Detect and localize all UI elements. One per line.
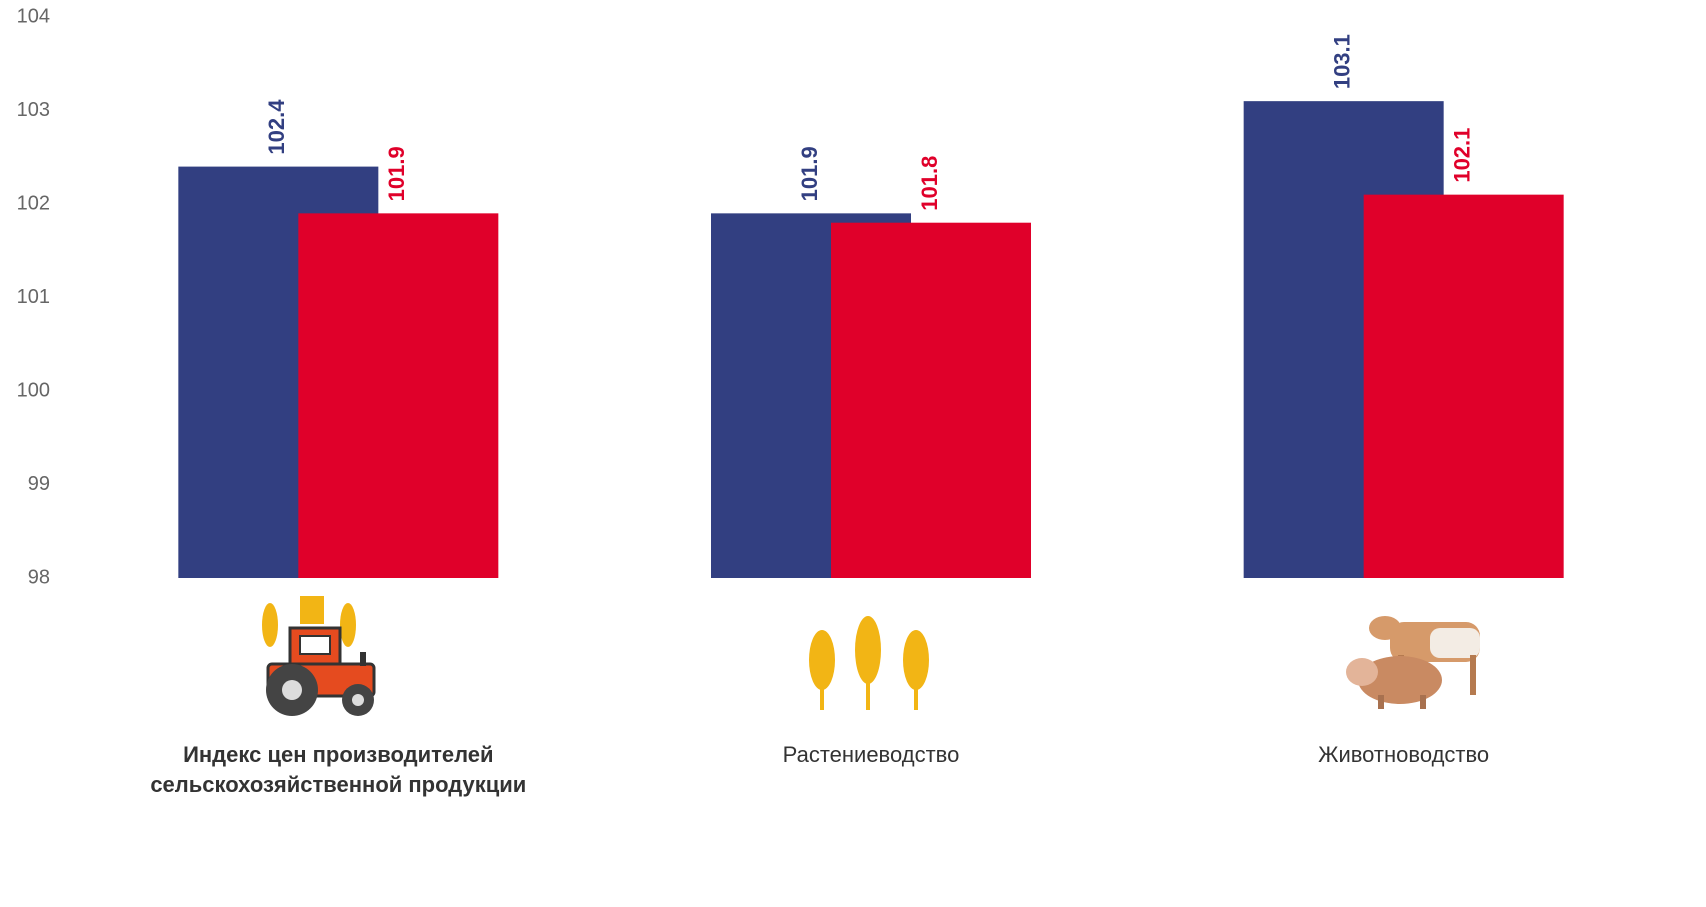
y-tick-label: 104 bbox=[17, 5, 50, 27]
y-tick-label: 100 bbox=[17, 379, 50, 401]
x-tick-label: Индекс цен производителей сельскохозяйст… bbox=[138, 740, 538, 800]
x-tick-label: Растениеводство bbox=[671, 740, 1071, 770]
value-label: 101.8 bbox=[917, 156, 942, 211]
value-label: 101.9 bbox=[384, 146, 409, 201]
value-label: 102.1 bbox=[1449, 128, 1474, 183]
y-tick-label: 101 bbox=[17, 286, 50, 308]
y-tick-label: 103 bbox=[17, 99, 50, 121]
x-tick-label: Животноводство bbox=[1204, 740, 1604, 770]
wheat-icon bbox=[809, 616, 929, 710]
y-tick-label: 98 bbox=[28, 566, 50, 588]
bar bbox=[298, 213, 498, 578]
bar bbox=[831, 223, 1031, 578]
bar bbox=[1364, 195, 1564, 578]
value-label: 101.9 bbox=[797, 146, 822, 201]
tractor-icon bbox=[262, 596, 374, 716]
y-tick-label: 102 bbox=[17, 192, 50, 214]
value-label: 102.4 bbox=[264, 99, 289, 155]
value-label: 103.1 bbox=[1329, 34, 1354, 89]
y-tick-label: 99 bbox=[28, 473, 50, 495]
page: 98 99 100 101 102 103 104 102.4 101.9 101.9 101.8 1… bbox=[0, 0, 1706, 907]
livestock-icon bbox=[1346, 616, 1480, 709]
